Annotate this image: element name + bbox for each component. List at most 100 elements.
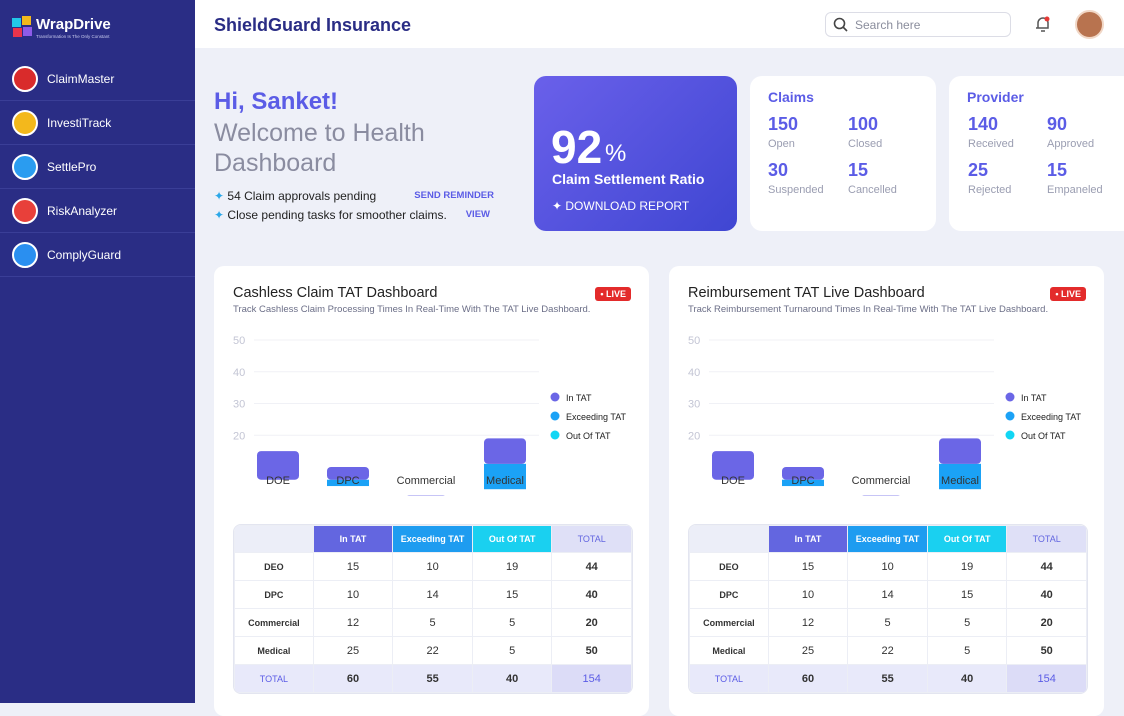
- y-tick-label: 40: [233, 367, 245, 379]
- table-cell: 14: [848, 581, 928, 609]
- corner-cell: [690, 526, 769, 553]
- task: ✦ Close pending tasks for smoother claim…: [214, 208, 490, 222]
- stat-value: 90: [1047, 114, 1067, 135]
- ratio-value: 92: [551, 120, 602, 174]
- table-cell: 154: [552, 665, 632, 693]
- stat-card-title: Provider: [967, 89, 1024, 105]
- task-action[interactable]: SEND REMINDER: [414, 190, 494, 201]
- legend-swatch: [1006, 431, 1015, 440]
- row-label: Commercial: [690, 609, 769, 637]
- column-header: Out Of TAT: [927, 526, 1006, 553]
- bell-icon[interactable]: [1035, 15, 1051, 33]
- task-text: 54 Claim approvals pending: [227, 189, 376, 203]
- table-cell: 154: [1007, 665, 1087, 693]
- header-title: ShieldGuard Insurance: [214, 15, 411, 36]
- stat-value: 150: [768, 114, 798, 135]
- stat-label: Cancelled: [848, 184, 897, 196]
- nav-label: SettlePro: [47, 160, 96, 174]
- nav-icon: [12, 154, 38, 180]
- stat-value: 30: [768, 160, 788, 181]
- ratio-card: 92 % Claim Settlement Ratio ✦ DOWNLOAD R…: [534, 76, 737, 231]
- table-cell: 20: [552, 609, 632, 637]
- row-label: Medical: [235, 637, 314, 665]
- legend-swatch: [551, 412, 560, 421]
- search-placeholder: Search here: [855, 18, 920, 32]
- x-tick-label: Medical: [941, 475, 979, 487]
- nav-item[interactable]: ClaimMaster: [0, 57, 195, 101]
- avatar[interactable]: [1075, 10, 1104, 39]
- stat-value: 15: [848, 160, 868, 181]
- nav-item[interactable]: ComplyGuard: [0, 233, 195, 277]
- greeting: Hi, Sanket!: [214, 88, 338, 116]
- x-tick-label: DPC: [336, 475, 359, 487]
- table-cell: 5: [393, 609, 473, 637]
- table-cell: 15: [313, 553, 392, 581]
- stat-value: 140: [968, 114, 998, 135]
- y-tick-label: 50: [688, 335, 700, 347]
- legend-label: Out Of TAT: [1021, 431, 1066, 441]
- row-label: DPC: [235, 581, 314, 609]
- nav-item[interactable]: InvestiTrack: [0, 101, 195, 145]
- stat-label: Open: [768, 138, 795, 150]
- nav-icon: [12, 110, 38, 136]
- table-cell: 20: [1007, 609, 1087, 637]
- nav-icon: [12, 242, 38, 268]
- table-cell: 40: [552, 581, 632, 609]
- y-tick-label: 20: [688, 430, 700, 442]
- stat-label: Empaneled: [1047, 184, 1103, 196]
- column-header: TOTAL: [1007, 526, 1087, 553]
- nav-icon: [12, 198, 38, 224]
- column-header: Exceeding TAT: [848, 526, 928, 553]
- table-cell: 25: [313, 637, 392, 665]
- ratio-unit: %: [605, 140, 626, 168]
- table-cell: 5: [927, 609, 1006, 637]
- table-cell: 40: [1007, 581, 1087, 609]
- table-cell: 50: [1007, 637, 1087, 665]
- table-cell: 10: [393, 553, 473, 581]
- table-cell: 15: [768, 553, 847, 581]
- x-tick-label: DOE: [721, 475, 745, 487]
- nav-item[interactable]: SettlePro: [0, 145, 195, 189]
- legend-swatch: [551, 431, 560, 440]
- table-cell: 44: [1007, 553, 1087, 581]
- column-header: Out Of TAT: [472, 526, 551, 553]
- column-header: In TAT: [313, 526, 392, 553]
- row-label: DEO: [690, 553, 769, 581]
- nav-label: ComplyGuard: [47, 248, 121, 262]
- y-tick-label: 30: [233, 399, 245, 411]
- welcome-subtitle: Welcome to Health Dashboard: [214, 118, 454, 178]
- stat-label: Closed: [848, 138, 882, 150]
- nav-label: RiskAnalyzer: [47, 204, 117, 218]
- stat-label: Received: [968, 138, 1014, 150]
- task-action[interactable]: VIEW: [466, 209, 490, 220]
- stat-card-title: Claims: [768, 89, 814, 105]
- y-tick-label: 20: [233, 430, 245, 442]
- column-header: TOTAL: [552, 526, 632, 553]
- table-cell: 5: [848, 609, 928, 637]
- search-box[interactable]: Search here: [825, 12, 1011, 37]
- table-cell: 19: [472, 553, 551, 581]
- table-cell: 15: [927, 581, 1006, 609]
- bar-segment: [484, 438, 526, 463]
- stat-value: 100: [848, 114, 878, 135]
- x-tick-label: DPC: [791, 475, 814, 487]
- legend-swatch: [1006, 393, 1015, 402]
- task-text: Close pending tasks for smoother claims.: [227, 208, 446, 222]
- download-report[interactable]: ✦ DOWNLOAD REPORT: [552, 199, 689, 213]
- bar-segment: [939, 438, 981, 463]
- table-cell: 12: [768, 609, 847, 637]
- nav-item[interactable]: RiskAnalyzer: [0, 189, 195, 233]
